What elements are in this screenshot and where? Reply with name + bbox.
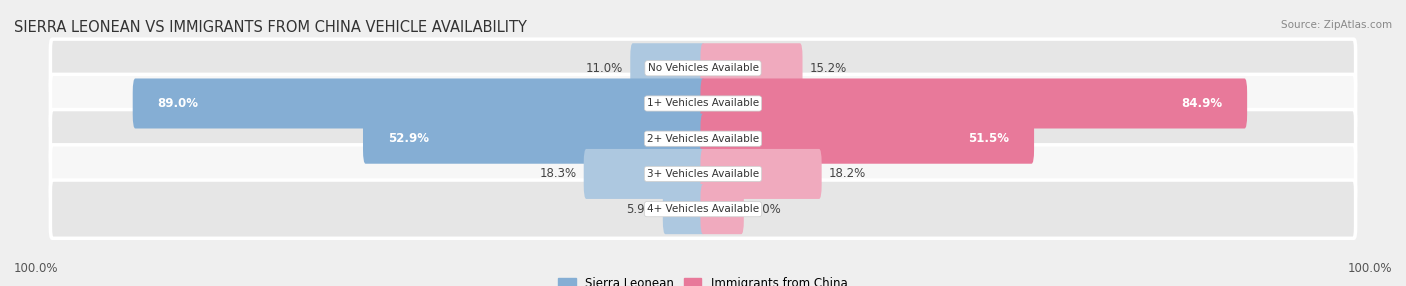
Text: SIERRA LEONEAN VS IMMIGRANTS FROM CHINA VEHICLE AVAILABILITY: SIERRA LEONEAN VS IMMIGRANTS FROM CHINA … [14,20,527,35]
Text: 18.2%: 18.2% [828,167,866,180]
FancyBboxPatch shape [700,184,744,234]
FancyBboxPatch shape [700,114,1033,164]
FancyBboxPatch shape [630,43,706,93]
Text: No Vehicles Available: No Vehicles Available [648,63,758,73]
Text: 15.2%: 15.2% [810,62,846,75]
FancyBboxPatch shape [51,74,1355,133]
Text: 18.3%: 18.3% [540,167,576,180]
Text: 4+ Vehicles Available: 4+ Vehicles Available [647,204,759,214]
Text: Source: ZipAtlas.com: Source: ZipAtlas.com [1281,20,1392,30]
FancyBboxPatch shape [700,78,1247,128]
FancyBboxPatch shape [132,78,706,128]
FancyBboxPatch shape [662,184,706,234]
FancyBboxPatch shape [51,110,1355,168]
Text: 100.0%: 100.0% [1347,262,1392,275]
FancyBboxPatch shape [700,149,821,199]
Text: 2+ Vehicles Available: 2+ Vehicles Available [647,134,759,144]
FancyBboxPatch shape [51,180,1355,238]
Text: 6.0%: 6.0% [751,203,780,216]
Text: 52.9%: 52.9% [388,132,429,145]
Text: 11.0%: 11.0% [586,62,623,75]
Legend: Sierra Leonean, Immigrants from China: Sierra Leonean, Immigrants from China [558,277,848,286]
Text: 84.9%: 84.9% [1181,97,1222,110]
Text: 51.5%: 51.5% [969,132,1010,145]
Text: 3+ Vehicles Available: 3+ Vehicles Available [647,169,759,179]
FancyBboxPatch shape [583,149,706,199]
FancyBboxPatch shape [363,114,706,164]
FancyBboxPatch shape [51,39,1355,98]
Text: 5.9%: 5.9% [626,203,655,216]
FancyBboxPatch shape [51,145,1355,203]
Text: 1+ Vehicles Available: 1+ Vehicles Available [647,98,759,108]
Text: 100.0%: 100.0% [14,262,59,275]
FancyBboxPatch shape [700,43,803,93]
Text: 89.0%: 89.0% [157,97,198,110]
